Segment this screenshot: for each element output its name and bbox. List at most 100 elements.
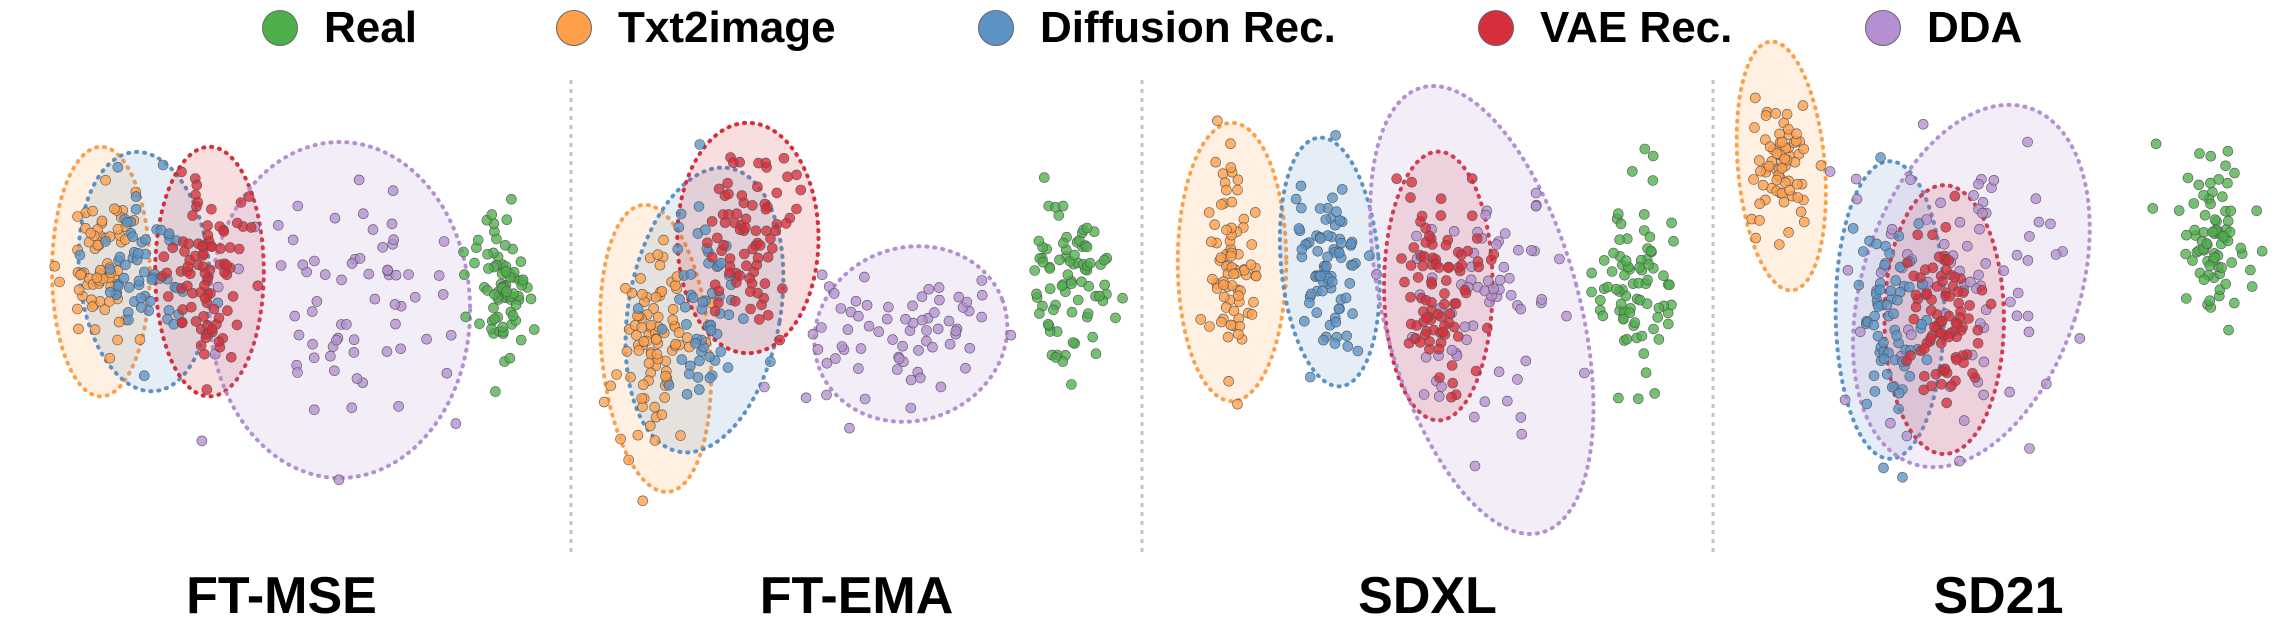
point-vae-rec bbox=[222, 305, 233, 317]
point-dda bbox=[2045, 218, 2056, 230]
point-txt2image bbox=[656, 409, 668, 421]
point-vae-rec bbox=[1421, 312, 1432, 324]
point-dda bbox=[308, 352, 320, 364]
point-txt2image bbox=[1778, 196, 1790, 208]
legend-label: Diffusion Rec. bbox=[1040, 3, 1336, 52]
point-txt2image bbox=[675, 430, 686, 441]
point-diffusion-rec bbox=[1893, 403, 1904, 415]
legend-marker-diffusion-rec bbox=[978, 10, 1014, 46]
point-vae-rec bbox=[215, 243, 226, 254]
point-dda bbox=[1954, 455, 1965, 467]
point-diffusion-rec bbox=[1904, 370, 1916, 382]
point-dda bbox=[357, 208, 369, 219]
point-txt2image bbox=[1203, 207, 1215, 218]
point-real bbox=[517, 274, 529, 286]
point-vae-rec bbox=[199, 292, 211, 304]
point-diffusion-rec bbox=[1322, 251, 1333, 263]
point-diffusion-rec bbox=[1881, 299, 1893, 311]
point-diffusion-rec bbox=[1304, 297, 1315, 309]
point-txt2image bbox=[91, 272, 103, 284]
point-diffusion-rec bbox=[1853, 279, 1865, 291]
point-txt2image bbox=[621, 346, 633, 357]
point-real bbox=[1082, 308, 1094, 319]
point-real bbox=[1649, 388, 1660, 399]
point-vae-rec bbox=[1467, 210, 1478, 222]
point-dda bbox=[1504, 272, 1515, 284]
point-real bbox=[2198, 274, 2210, 286]
point-txt2image bbox=[1218, 291, 1230, 303]
point-diffusion-rec bbox=[1874, 284, 1886, 296]
point-txt2image bbox=[1757, 179, 1769, 191]
point-dda bbox=[800, 392, 812, 404]
point-real bbox=[1606, 266, 1618, 277]
point-vae-rec bbox=[190, 250, 201, 262]
point-vae-rec bbox=[728, 157, 739, 168]
point-dda bbox=[272, 220, 284, 231]
point-vae-rec bbox=[1420, 329, 1431, 340]
ellipse-diffusion-rec bbox=[1277, 135, 1382, 389]
point-vae-rec bbox=[191, 201, 202, 212]
point-diffusion-rec bbox=[1345, 238, 1357, 250]
point-dda bbox=[2023, 326, 2035, 338]
point-dda bbox=[2012, 287, 2024, 299]
point-dda bbox=[1998, 265, 2009, 277]
point-txt2image bbox=[620, 282, 631, 294]
point-diffusion-rec bbox=[697, 296, 709, 308]
point-txt2image bbox=[134, 334, 146, 345]
point-dda bbox=[859, 271, 870, 283]
point-dda bbox=[1448, 226, 1460, 237]
point-real bbox=[1048, 304, 1059, 316]
point-txt2image bbox=[1216, 199, 1227, 210]
point-vae-rec bbox=[158, 251, 170, 263]
point-diffusion-rec bbox=[1296, 202, 1307, 214]
point-txt2image bbox=[1228, 305, 1240, 317]
point-diffusion-rec bbox=[723, 309, 735, 321]
point-txt2image bbox=[1225, 319, 1237, 331]
point-vae-rec bbox=[1946, 380, 1957, 391]
point-real bbox=[1054, 254, 1065, 266]
point-real bbox=[1664, 279, 1675, 291]
point-dda bbox=[319, 269, 331, 280]
point-dda bbox=[2005, 296, 2016, 308]
point-dda bbox=[329, 212, 341, 224]
panel-title-ft-mse: FT-MSE bbox=[186, 567, 377, 625]
point-vae-rec bbox=[1470, 365, 1482, 377]
point-vae-rec bbox=[1403, 337, 1415, 349]
point-dda bbox=[212, 281, 224, 293]
point-real bbox=[2209, 252, 2220, 263]
point-vae-rec bbox=[1459, 284, 1471, 296]
point-real bbox=[1117, 292, 1128, 304]
point-txt2image bbox=[652, 249, 664, 260]
point-dda bbox=[1842, 264, 1854, 276]
point-vae-rec bbox=[756, 299, 767, 311]
point-dda bbox=[287, 234, 299, 246]
point-real bbox=[1066, 379, 1077, 390]
point-real bbox=[2246, 281, 2258, 292]
point-dda bbox=[1516, 428, 1528, 440]
legend-label: DDA bbox=[1927, 3, 2023, 52]
point-real bbox=[2213, 174, 2224, 185]
point-vae-rec bbox=[1940, 222, 1952, 233]
point-dda bbox=[1988, 175, 2000, 186]
point-dda bbox=[900, 313, 911, 325]
point-txt2image bbox=[1246, 239, 1258, 250]
point-diffusion-rec bbox=[74, 249, 86, 261]
point-real bbox=[2225, 205, 2236, 217]
point-dda bbox=[1978, 356, 1990, 368]
point-vae-rec bbox=[1439, 288, 1450, 299]
point-diffusion-rec bbox=[1314, 203, 1326, 214]
point-diffusion-rec bbox=[674, 294, 685, 305]
point-diffusion-rec bbox=[704, 351, 716, 363]
point-dda bbox=[1493, 366, 1505, 378]
point-diffusion-rec bbox=[679, 301, 691, 313]
point-dda bbox=[1906, 329, 1917, 341]
point-txt2image bbox=[1225, 250, 1237, 262]
point-real bbox=[499, 240, 511, 251]
point-txt2image bbox=[648, 303, 660, 314]
point-vae-rec bbox=[1952, 286, 1964, 298]
point-diffusion-rec bbox=[1331, 206, 1342, 217]
point-txt2image bbox=[1221, 224, 1232, 236]
point-vae-rec bbox=[1927, 262, 1939, 274]
point-vae-rec bbox=[1953, 297, 1964, 309]
point-vae-rec bbox=[1426, 276, 1437, 288]
